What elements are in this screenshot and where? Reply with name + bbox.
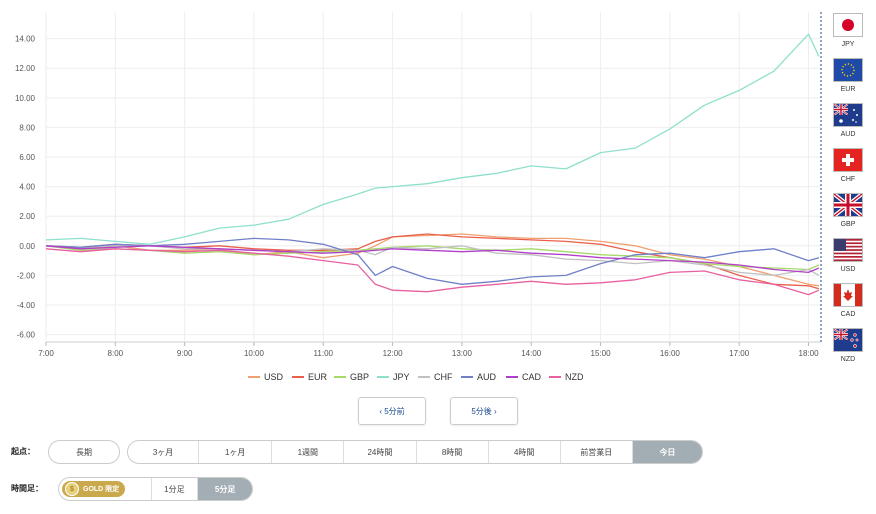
flag-button-nzd[interactable]: NZD	[833, 328, 863, 370]
japan-flag-icon	[833, 13, 863, 37]
origin-option[interactable]: 4時間	[487, 441, 560, 463]
y-axis: 14.00 12.00 10.00 8.00 6.00 4.00 2.00 0.00 -2.00…	[15, 35, 36, 340]
legend-item-eur[interactable]: EUR	[292, 372, 328, 382]
legend-label: CHF	[434, 372, 453, 382]
flag-button-gbp[interactable]: GBP	[833, 193, 863, 235]
origin-option[interactable]: 24時間	[343, 441, 415, 463]
uk-flag-icon	[833, 193, 863, 217]
timeframe-selector: $ GOLD 限定 1分足 5分足	[58, 477, 253, 501]
flag-button-usd[interactable]: USD	[833, 238, 863, 280]
x-tick-label: 13:00	[452, 349, 473, 358]
series-line-jpy	[45, 33, 820, 245]
origin-long-button[interactable]: 長期	[48, 440, 120, 464]
flag-button-cad[interactable]: CAD	[833, 283, 863, 325]
legend-item-jpy[interactable]: JPY	[377, 372, 410, 382]
legend-item-cad[interactable]: CAD	[506, 372, 542, 382]
y-tick-label: 12.00	[15, 64, 36, 73]
timeframe-option[interactable]: 5分足	[197, 478, 252, 500]
x-tick-label: 12:00	[383, 349, 404, 358]
next-5min-button[interactable]: 5分後 ›	[450, 397, 518, 425]
x-axis: 7:00 8:00 9:00 10:00 11:00 12:00 13:00 14:00 15:…	[38, 349, 819, 358]
x-tick-label: 8:00	[108, 349, 124, 358]
legend-label: JPY	[393, 372, 410, 382]
flag-code-label: NZD	[840, 356, 856, 363]
series-line-aud	[45, 237, 820, 285]
flag-button-aud[interactable]: AUD	[833, 103, 863, 145]
x-tick-label: 17:00	[729, 349, 750, 358]
x-tick-label: 14:00	[521, 349, 542, 358]
origin-option[interactable]: 前営業日	[559, 441, 632, 463]
gold-badge-label: GOLD 限定	[83, 486, 120, 493]
x-tick-label: 9:00	[177, 349, 193, 358]
legend-item-aud[interactable]: AUD	[461, 372, 497, 382]
origin-label: 起点：	[11, 447, 35, 456]
timeframe-option[interactable]: 1分足	[150, 478, 198, 500]
series-line-chf	[45, 245, 820, 277]
y-tick-label: -2.00	[17, 271, 36, 280]
origin-option[interactable]: 1ヶ月	[198, 441, 271, 463]
flag-button-eur[interactable]: EUR	[833, 58, 863, 100]
timeframe-label: 時間足：	[11, 484, 43, 493]
y-tick-label: 14.00	[15, 35, 36, 44]
flag-code-label: AUD	[840, 131, 856, 138]
origin-range-selector: 3ヶ月 1ヶ月 1週間 24時間 8時間 4時間 前営業日 今日	[127, 440, 703, 464]
flag-button-chf[interactable]: CHF	[833, 148, 863, 190]
flag-code-label: CHF	[840, 176, 856, 183]
origin-option[interactable]: 3ヶ月	[152, 447, 174, 457]
y-tick-label: 8.00	[19, 123, 35, 132]
legend-item-usd[interactable]: USD	[248, 372, 284, 382]
switzerland-flag-icon	[833, 148, 863, 172]
legend-label: CAD	[522, 372, 542, 382]
canada-flag-icon	[833, 283, 863, 307]
series-line-usd	[45, 233, 819, 287]
legend-label: EUR	[308, 372, 328, 382]
gold-only-option[interactable]: $ GOLD 限定	[59, 478, 151, 500]
strength-line-chart: 14.00 12.00 10.00 8.00 6.00 4.00 2.00 0.00 -2.00…	[15, 12, 822, 382]
gold-coin-icon: $	[65, 482, 79, 496]
legend-label: USD	[264, 372, 284, 382]
series-line-nzd	[45, 248, 820, 296]
series-line-cad	[45, 245, 820, 274]
gold-badge: $ GOLD 限定	[62, 481, 126, 497]
x-tick-label: 7:00	[38, 349, 54, 358]
flag-code-label: USD	[840, 266, 856, 273]
x-tick-label: 18:00	[799, 349, 820, 358]
legend-item-gbp[interactable]: GBP	[334, 372, 369, 382]
usa-flag-icon	[833, 238, 863, 262]
new-zealand-flag-icon	[833, 328, 863, 352]
x-tick-label: 10:00	[244, 349, 265, 358]
x-tick-label: 15:00	[591, 349, 612, 358]
y-tick-label: 6.00	[19, 153, 35, 162]
prev-5min-button[interactable]: ‹ 5分前	[358, 397, 426, 425]
flag-code-label: EUR	[840, 86, 856, 93]
legend-label: AUD	[477, 372, 497, 382]
origin-option[interactable]: 今日	[631, 441, 702, 463]
series-lines	[45, 33, 820, 296]
series-line-gbp	[45, 245, 820, 271]
legend-item-chf[interactable]: CHF	[418, 372, 453, 382]
flag-code-label: JPY	[841, 41, 855, 48]
origin-option[interactable]: 1週間	[271, 441, 343, 463]
australia-flag-icon	[833, 103, 863, 127]
flag-button-jpy[interactable]: JPY	[833, 13, 863, 55]
flag-code-label: GBP	[840, 221, 856, 228]
legend: USD EUR GBP JPY CHF AUD CAD NZD	[248, 372, 584, 382]
eu-flag-icon	[833, 58, 863, 82]
y-tick-label: 2.00	[19, 212, 35, 221]
y-tick-label: 10.00	[15, 94, 36, 103]
legend-label: GBP	[350, 372, 369, 382]
x-tick-label: 11:00	[314, 349, 334, 358]
grid	[45, 12, 821, 346]
origin-option[interactable]: 8時間	[415, 441, 488, 463]
y-tick-label: -4.00	[17, 301, 36, 310]
x-tick-label: 16:00	[660, 349, 681, 358]
legend-item-nzd[interactable]: NZD	[549, 372, 584, 382]
flag-code-label: CAD	[840, 311, 856, 318]
y-tick-label: -6.00	[17, 331, 36, 340]
y-tick-label: 0.00	[19, 242, 35, 251]
y-tick-label: 4.00	[19, 183, 35, 192]
legend-label: NZD	[565, 372, 584, 382]
